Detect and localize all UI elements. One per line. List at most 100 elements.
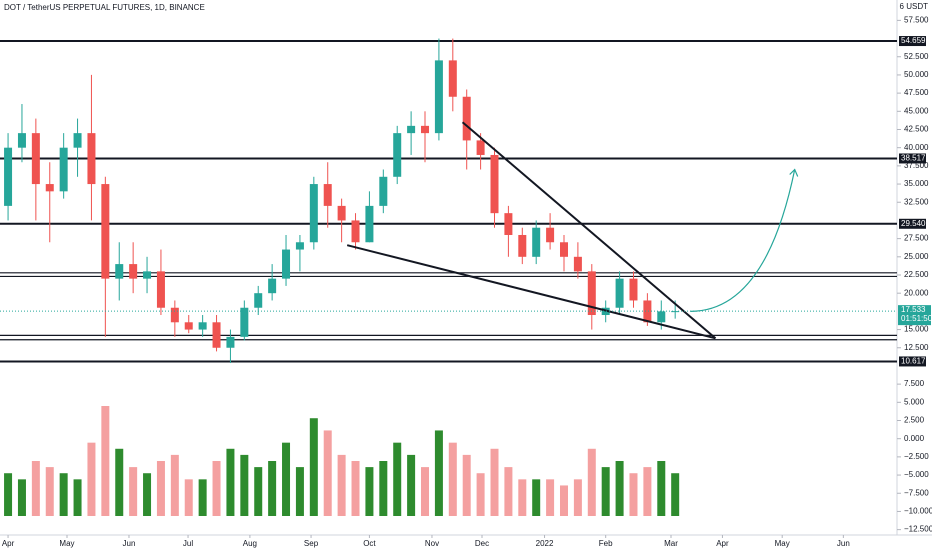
y-tick-label: 45.000 xyxy=(904,106,929,115)
volume-bar xyxy=(31,461,40,516)
candle-body xyxy=(434,60,443,134)
volume-bar xyxy=(490,448,499,516)
y-tick-label: −5.000 xyxy=(904,470,929,479)
y-tick-label: 22.500 xyxy=(904,270,929,279)
x-tick-label: Feb xyxy=(599,539,613,548)
volume-bar xyxy=(337,454,346,516)
x-tick-label: Jun xyxy=(837,539,850,548)
volume-bar xyxy=(393,442,402,516)
candle-body xyxy=(184,322,193,330)
volume-bar xyxy=(45,467,54,516)
volume-bar xyxy=(448,442,457,516)
candle-body xyxy=(226,336,235,348)
candle-body xyxy=(407,125,416,134)
level-label-box xyxy=(899,356,926,367)
y-tick-label: 0.000 xyxy=(904,434,925,443)
y-tick-label: 50.000 xyxy=(904,70,929,79)
x-tick-label: Aug xyxy=(243,539,257,548)
volume-bar xyxy=(573,479,582,516)
candle-body xyxy=(337,205,346,221)
candle-body xyxy=(379,176,388,206)
y-tick-label: 2.500 xyxy=(904,416,925,425)
candle-body xyxy=(504,213,513,235)
volume-bar xyxy=(421,467,430,516)
volume-bar xyxy=(615,461,624,516)
volume-bar xyxy=(282,442,291,516)
candle-body xyxy=(268,278,277,294)
candle-body xyxy=(198,322,207,330)
y-tick-label: 27.500 xyxy=(904,234,929,243)
y-tick-label: 52.500 xyxy=(904,52,929,61)
candle-body xyxy=(129,264,138,279)
volume-bar xyxy=(87,442,96,516)
last-price-box xyxy=(898,305,931,326)
volume-bar xyxy=(170,454,179,516)
volume-bar xyxy=(532,479,541,516)
volume-bar xyxy=(156,461,165,516)
arrow-head xyxy=(789,168,799,177)
volume-bar xyxy=(379,461,388,516)
candle-body xyxy=(212,322,221,348)
x-tick-label: Oct xyxy=(363,539,376,548)
level-label-box xyxy=(899,153,926,164)
candle-body xyxy=(101,184,110,279)
volume-bar xyxy=(143,473,152,516)
volume-bar xyxy=(295,467,304,516)
level-label: 10.617 xyxy=(901,357,926,366)
candle-body xyxy=(587,271,596,316)
candle-body xyxy=(17,133,26,148)
candle-body xyxy=(115,264,124,279)
y-tick-label: 25.000 xyxy=(904,252,929,261)
volume-bar xyxy=(365,467,374,516)
volume-bar xyxy=(407,454,416,516)
candle-body xyxy=(170,307,179,323)
x-tick-label: Jun xyxy=(123,539,136,548)
x-tick-label: Nov xyxy=(425,539,439,548)
candle-body xyxy=(295,242,304,250)
y-tick-label: 5.000 xyxy=(904,397,925,406)
y-tick-label: 15.000 xyxy=(904,325,929,334)
volume-bar xyxy=(198,479,207,516)
x-tick-label: May xyxy=(59,539,74,548)
volume-bar xyxy=(601,467,610,516)
volume-bar xyxy=(17,479,26,516)
candle-body xyxy=(240,307,249,337)
volume-bar xyxy=(212,461,221,516)
candle-body xyxy=(282,249,291,279)
volume-bar xyxy=(226,448,235,516)
candle-body xyxy=(73,133,82,148)
candle-body xyxy=(421,125,430,134)
volume-bar xyxy=(59,473,68,516)
candle-body xyxy=(45,184,54,192)
level-label-box xyxy=(899,218,926,229)
y-tick-label: 42.500 xyxy=(904,125,929,134)
candle-body xyxy=(351,220,360,243)
volume-bar xyxy=(323,430,332,516)
y-tick-label: 7.500 xyxy=(904,379,925,388)
volume-bar xyxy=(254,467,263,516)
chart-title: DOT / TetherUS PERPETUAL FUTURES, 1D, BI… xyxy=(4,3,205,12)
candle-body xyxy=(462,96,471,141)
volume-bar xyxy=(504,467,513,516)
candle-body xyxy=(31,133,40,185)
y-tick-label: 47.500 xyxy=(904,88,929,97)
volume-bar xyxy=(629,473,638,516)
x-tick-label: 2022 xyxy=(536,539,554,548)
volume-bar xyxy=(476,473,485,516)
volume-bar xyxy=(309,418,318,516)
candle-body xyxy=(87,133,96,185)
volume-bar xyxy=(268,461,277,516)
volume-bar xyxy=(4,473,13,516)
y-tick-label: 32.500 xyxy=(904,197,929,206)
y-tick-label: 20.000 xyxy=(904,288,929,297)
volume-bar xyxy=(129,467,138,516)
x-tick-label: Dec xyxy=(475,539,489,548)
y-tick-label: −7.500 xyxy=(904,488,929,497)
x-tick-label: Apr xyxy=(716,539,729,548)
volume-bar xyxy=(115,448,124,516)
y-tick-label: −10.000 xyxy=(904,507,932,516)
volume-bar xyxy=(546,479,555,516)
volume-bar xyxy=(184,479,193,516)
